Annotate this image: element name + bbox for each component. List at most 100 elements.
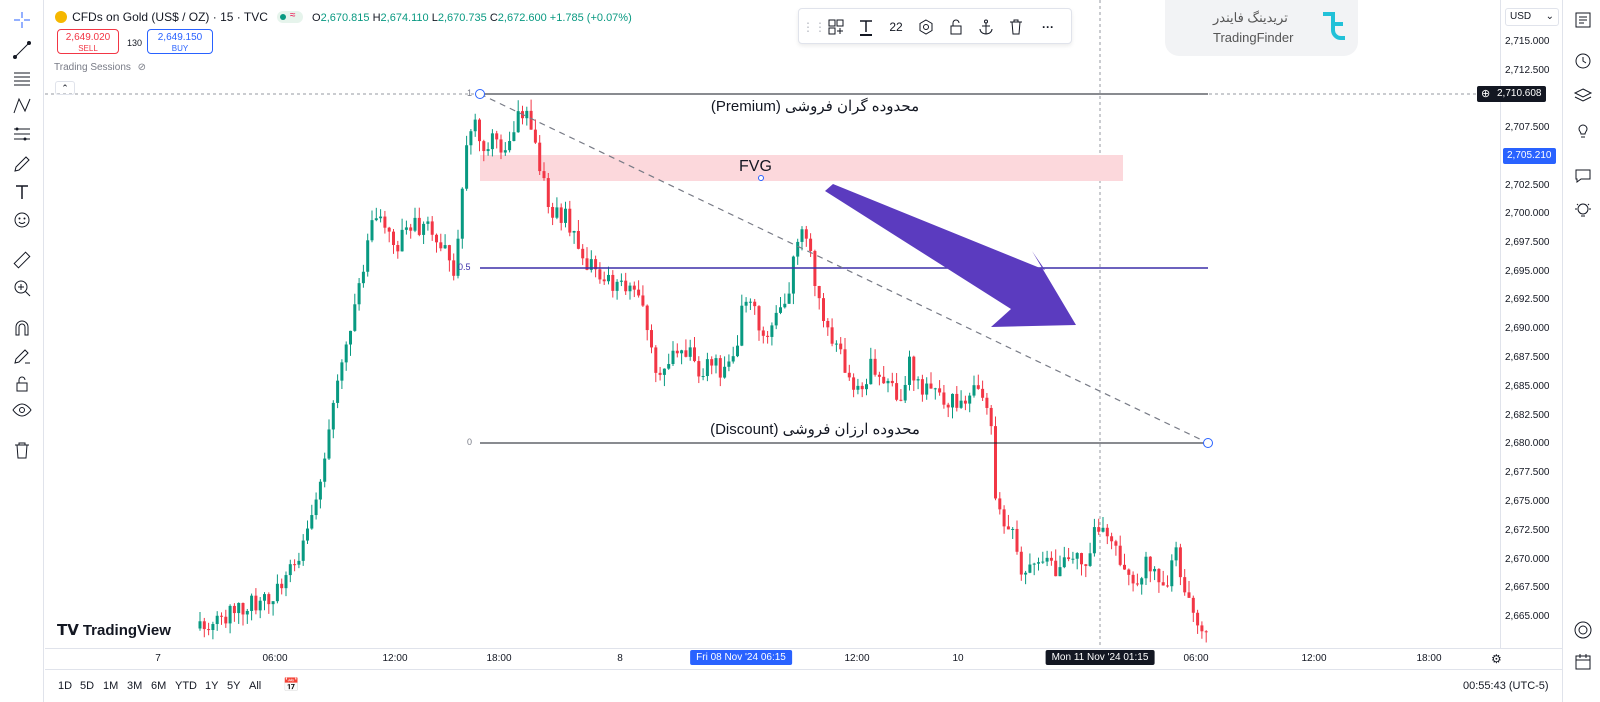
candle-body	[327, 429, 331, 459]
magnet-icon[interactable]	[8, 316, 36, 340]
chart-area[interactable]: 1 0.5 0 محدوده گران فروشی (Premium) محدو…	[45, 0, 1500, 662]
hotlist-icon[interactable]	[1571, 198, 1595, 222]
candle-body	[761, 330, 765, 336]
candle-body	[718, 358, 722, 378]
candle-body	[331, 402, 335, 430]
candle-body	[770, 325, 774, 337]
sell-button[interactable]: 2,649.020 SELL	[57, 29, 119, 54]
fvg-label[interactable]: FVG	[739, 158, 772, 175]
time-scale[interactable]: 7 06:00 12:00 18:00 8 Fri 08 Nov '24 06:…	[45, 648, 1562, 668]
forecast-icon[interactable]	[8, 122, 36, 146]
premium-label[interactable]: محدوده گران فروشی (Premium)	[665, 97, 965, 115]
date-range-icon[interactable]: 📅	[283, 677, 300, 692]
bearish-arrow[interactable]	[825, 184, 1076, 327]
candle-body	[1054, 560, 1058, 577]
fvg-handle[interactable]	[758, 175, 764, 181]
candle-body	[981, 388, 985, 398]
anchor-icon[interactable]	[975, 16, 997, 38]
crosshair-price-label: ⊕ 2,710.608	[1477, 86, 1546, 102]
trash-icon[interactable]	[8, 438, 36, 462]
candle-body	[228, 605, 232, 624]
settings-icon[interactable]	[915, 16, 937, 38]
candle-body	[1015, 528, 1019, 552]
range-5d[interactable]: 5D	[80, 680, 95, 692]
candle-body	[985, 397, 989, 408]
pattern-icon[interactable]	[8, 94, 36, 118]
range-5y[interactable]: 5Y	[227, 680, 241, 692]
scale-settings-icon[interactable]: ⚙	[1491, 652, 1502, 666]
chart-canvas[interactable]	[45, 0, 1500, 662]
price-tick: 2,695.000	[1505, 266, 1550, 277]
candle-body	[1041, 561, 1045, 563]
calendar-icon[interactable]	[1571, 650, 1595, 674]
trash-icon[interactable]	[1005, 16, 1027, 38]
stay-drawing-icon[interactable]	[8, 344, 36, 368]
candle-body	[822, 298, 825, 322]
candle-body	[809, 238, 813, 251]
candle-body	[1123, 564, 1126, 570]
candle-body	[637, 289, 641, 296]
range-1d[interactable]: 1D	[58, 680, 73, 692]
sell-label: SELL	[78, 44, 98, 53]
crosshair-icon[interactable]	[8, 8, 36, 32]
range-6m[interactable]: 6M	[151, 680, 167, 692]
ruler-icon[interactable]	[8, 248, 36, 272]
chat-icon[interactable]	[1571, 164, 1595, 188]
candle-body	[430, 221, 434, 235]
emoji-icon[interactable]	[8, 208, 36, 232]
candle-body	[379, 216, 383, 219]
trend-handle-end[interactable]	[1203, 438, 1213, 448]
eye-off-icon[interactable]: ⊘	[137, 62, 147, 73]
lock-drawings-icon[interactable]	[8, 372, 36, 396]
gold-symbol-icon	[55, 11, 67, 23]
candle-body	[559, 207, 563, 223]
candle-body	[473, 119, 477, 132]
text-color-icon[interactable]	[855, 16, 877, 38]
range-all[interactable]: All	[249, 680, 262, 692]
candle-body	[1196, 612, 1200, 626]
template-icon[interactable]	[825, 16, 847, 38]
target-icon[interactable]	[1571, 618, 1595, 642]
range-1m[interactable]: 1M	[103, 680, 119, 692]
plus-circle-icon[interactable]: ⊕	[1481, 88, 1491, 100]
more-icon[interactable]: ···	[1042, 20, 1054, 34]
zoom-in-icon[interactable]	[8, 276, 36, 300]
trend-handle-start[interactable]	[475, 89, 485, 99]
buy-button[interactable]: 2,649.150 BUY	[147, 29, 213, 54]
lock-icon[interactable]	[945, 16, 967, 38]
price-tick: 2,675.000	[1505, 496, 1550, 507]
candle-body	[938, 388, 942, 393]
trading-sessions-indicator[interactable]: Trading Sessions ⊘	[54, 62, 146, 73]
discount-label[interactable]: محدوده ارزان فروشی (Discount)	[665, 420, 965, 438]
currency-select[interactable]: USD ⌄	[1505, 8, 1559, 26]
collapse-legend-button[interactable]: ⌃	[55, 81, 75, 95]
text-icon[interactable]	[8, 180, 36, 204]
candle-body	[654, 347, 658, 373]
ideas-icon[interactable]	[1571, 118, 1595, 142]
candle-body	[516, 111, 520, 133]
brush-icon[interactable]	[8, 152, 36, 176]
fvg-zone[interactable]	[480, 155, 1123, 181]
price-scale[interactable]: USD ⌄ 2,715.000 2,712.500 2,707.500 2,702.5…	[1477, 0, 1562, 662]
clock[interactable]: 00:55:43 (UTC-5)	[1463, 680, 1549, 692]
range-1y[interactable]: 1Y	[205, 680, 219, 692]
range-ytd[interactable]: YTD	[175, 680, 197, 692]
layers-icon[interactable]	[1571, 84, 1595, 108]
candle-body	[645, 305, 649, 331]
drag-handle-icon[interactable]: ⋮⋮	[802, 20, 826, 34]
eye-icon[interactable]	[8, 398, 36, 422]
font-size-select[interactable]: 22	[889, 20, 903, 34]
candle-body	[538, 142, 542, 172]
trend-line-dashed[interactable]	[479, 93, 1209, 444]
alerts-icon[interactable]	[1571, 48, 1595, 72]
range-3m[interactable]: 3M	[127, 680, 143, 692]
candle-body	[933, 388, 937, 390]
horizontal-lines-icon[interactable]	[8, 66, 36, 90]
candle-body	[989, 407, 993, 427]
watchlist-icon[interactable]	[1571, 8, 1595, 32]
time-label: 06:00	[262, 653, 288, 664]
candle-body	[288, 564, 292, 576]
trend-line-icon[interactable]	[8, 38, 36, 62]
symbol-title[interactable]: CFDs on Gold (US$ / OZ) · 15 · TVC	[72, 10, 268, 24]
candle-body	[1174, 547, 1178, 561]
